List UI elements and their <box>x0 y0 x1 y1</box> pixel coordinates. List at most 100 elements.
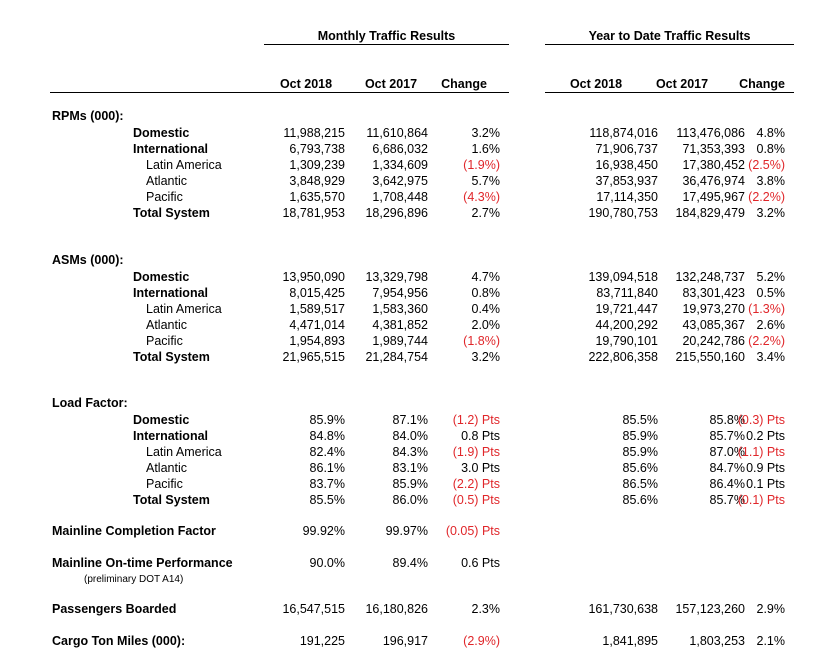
value-cell: 71,353,393 <box>682 142 745 156</box>
value-cell: (1.9%) <box>463 158 500 172</box>
value-cell: 191,225 <box>299 634 345 648</box>
section-title: Load Factor: <box>52 396 128 410</box>
value-cell: 83,301,423 <box>682 286 745 300</box>
value-cell: 19,721,447 <box>595 302 658 316</box>
header-rule <box>50 92 509 93</box>
value-cell: 4.8% <box>756 126 786 140</box>
value-cell: 215,550,160 <box>675 350 745 364</box>
value-cell: 21,284,754 <box>365 350 428 364</box>
value-cell: 85.9% <box>622 445 658 459</box>
value-cell: 0.9 Pts <box>746 461 785 475</box>
value-cell: (0.05) Pts <box>445 524 500 538</box>
value-cell: 6,686,032 <box>372 142 428 156</box>
value-cell: (0.5) Pts <box>452 493 500 507</box>
value-cell: 3.0 Pts <box>461 461 500 475</box>
value-cell: 1,841,895 <box>602 634 658 648</box>
row-label: Atlantic <box>146 174 187 188</box>
metric-label: Passengers Boarded <box>52 602 177 616</box>
value-cell: 17,495,967 <box>682 190 745 204</box>
metric-note: (preliminary DOT A14) <box>84 574 184 585</box>
value-cell: 0.1 Pts <box>746 477 785 491</box>
value-cell: 184,829,479 <box>675 206 745 220</box>
row-label: Total System <box>133 493 210 507</box>
value-cell: 4,471,014 <box>289 318 345 332</box>
value-cell: 5.2% <box>756 270 786 284</box>
row-label: International <box>133 286 209 300</box>
value-cell: 222,806,358 <box>588 350 658 364</box>
ytd-title: Year to Date Traffic Results <box>588 29 751 43</box>
value-cell: 3,848,929 <box>289 174 345 188</box>
value-cell: 3.8% <box>756 174 786 188</box>
value-cell: 139,094,518 <box>588 270 658 284</box>
row-label: Domestic <box>133 270 190 284</box>
value-cell: 85.8% <box>709 413 745 427</box>
value-cell: 1,583,360 <box>372 302 428 316</box>
value-cell: (4.3%) <box>463 190 500 204</box>
value-cell: (0.1) Pts <box>737 493 785 507</box>
value-cell: 87.1% <box>392 413 428 427</box>
value-cell: 17,114,350 <box>596 190 658 204</box>
value-cell: 18,781,953 <box>282 206 345 220</box>
value-cell: 99.97% <box>385 524 428 538</box>
value-cell: 7,954,956 <box>372 286 428 300</box>
value-cell: 0.6 Pts <box>461 556 500 570</box>
column-header: Oct 2018 <box>569 77 623 91</box>
value-cell: (1.9) Pts <box>452 445 500 459</box>
row-label: Total System <box>133 206 210 220</box>
column-header: Change <box>441 77 487 91</box>
section-title: ASMs (000): <box>52 253 124 267</box>
value-cell: 1,334,609 <box>372 158 428 172</box>
column-header: Oct 2018 <box>279 77 333 91</box>
row-label: Domestic <box>133 126 190 140</box>
value-cell: 85.6% <box>622 493 658 507</box>
value-cell: (2.2%) <box>748 334 785 348</box>
value-cell: 84.3% <box>392 445 428 459</box>
value-cell: 86.4% <box>709 477 745 491</box>
row-label: Pacific <box>146 334 183 348</box>
value-cell: 4.7% <box>471 270 501 284</box>
value-cell: 16,547,515 <box>282 602 345 616</box>
value-cell: 37,853,937 <box>595 174 658 188</box>
value-cell: 87.0% <box>709 445 745 459</box>
row-label: Atlantic <box>146 461 187 475</box>
section-title: RPMs (000): <box>52 109 124 123</box>
row-label: Domestic <box>133 413 190 427</box>
value-cell: 99.92% <box>302 524 345 538</box>
value-cell: 1.6% <box>471 142 501 156</box>
value-cell: 85.6% <box>622 461 658 475</box>
column-header: Oct 2017 <box>655 77 709 91</box>
value-cell: 1,708,448 <box>372 190 428 204</box>
value-cell: 36,476,974 <box>682 174 745 188</box>
value-cell: 3,642,975 <box>372 174 428 188</box>
value-cell: 2.7% <box>471 206 501 220</box>
value-cell: 161,730,638 <box>588 602 658 616</box>
header-rule <box>264 44 509 45</box>
value-cell: 84.0% <box>392 429 428 443</box>
value-cell: 0.8% <box>756 142 786 156</box>
value-cell: 85.9% <box>392 477 428 491</box>
value-cell: 83.1% <box>392 461 428 475</box>
monthly-title: Monthly Traffic Results <box>317 29 456 43</box>
value-cell: 17,380,452 <box>682 158 745 172</box>
value-cell: 0.8% <box>471 286 501 300</box>
value-cell: 84.7% <box>709 461 745 475</box>
value-cell: 2.0% <box>471 318 501 332</box>
value-cell: 4,381,852 <box>372 318 428 332</box>
value-cell: 85.7% <box>709 493 745 507</box>
value-cell: 1,635,570 <box>289 190 345 204</box>
value-cell: 83.7% <box>309 477 345 491</box>
column-header: Change <box>739 77 785 91</box>
row-label: Total System <box>133 350 210 364</box>
value-cell: 0.5% <box>756 286 786 300</box>
metric-label: Mainline On-time Performance <box>52 556 233 570</box>
value-cell: 86.0% <box>392 493 428 507</box>
row-label: Latin America <box>146 445 222 459</box>
value-cell: 71,906,737 <box>595 142 658 156</box>
value-cell: 20,242,786 <box>682 334 745 348</box>
value-cell: (2.9%) <box>463 634 500 648</box>
value-cell: 19,973,270 <box>682 302 745 316</box>
row-label: International <box>133 142 209 156</box>
value-cell: (2.2) Pts <box>452 477 500 491</box>
row-label: Latin America <box>146 302 222 316</box>
value-cell: 2.6% <box>756 318 786 332</box>
